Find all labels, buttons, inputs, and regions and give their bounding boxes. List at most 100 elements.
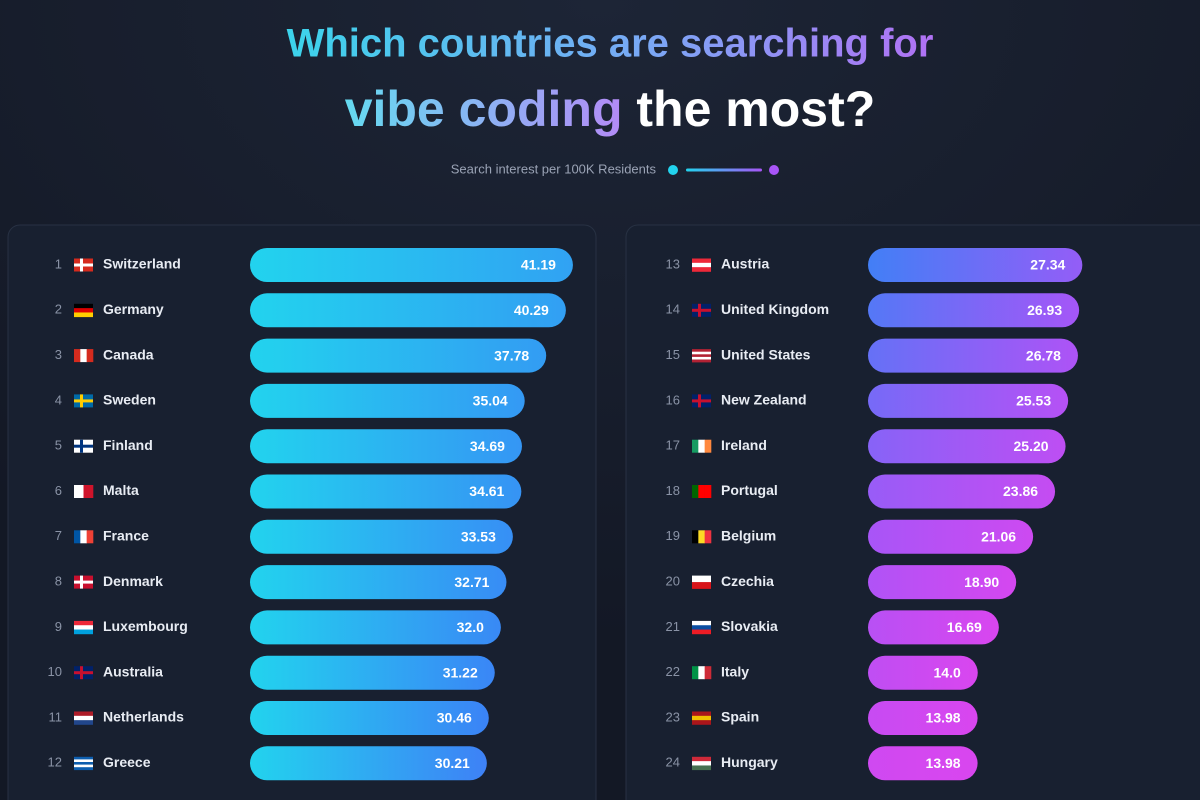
rank: 19 xyxy=(666,528,680,543)
bar xyxy=(868,655,978,690)
rank: 21 xyxy=(666,619,680,634)
value-label: 18.90 xyxy=(964,574,999,590)
country-label: Spain xyxy=(721,709,759,725)
flag xyxy=(74,575,93,589)
rank: 14 xyxy=(666,302,680,317)
rank: 6 xyxy=(55,483,62,498)
value-label: 33.53 xyxy=(461,529,496,545)
rank: 1 xyxy=(55,256,62,271)
bar xyxy=(250,655,495,690)
bar xyxy=(868,338,1078,373)
subtitle: Search interest per 100K Residents xyxy=(451,161,657,176)
flag xyxy=(692,349,711,363)
value-label: 40.29 xyxy=(514,302,549,318)
bar xyxy=(868,383,1069,418)
bar xyxy=(250,248,573,282)
flag xyxy=(692,756,711,771)
value-label: 35.04 xyxy=(473,393,508,409)
rank: 18 xyxy=(666,483,680,498)
country-label: Netherlands xyxy=(103,709,184,725)
flag xyxy=(74,258,93,272)
flag xyxy=(74,620,93,635)
bar xyxy=(868,248,1083,282)
flag xyxy=(74,756,93,771)
title-line: Which countries are searching for xyxy=(287,22,934,66)
bar xyxy=(250,519,513,554)
country-label: Denmark xyxy=(103,573,163,589)
rank: 17 xyxy=(666,438,680,453)
country-label: United States xyxy=(721,346,811,362)
rank: 16 xyxy=(666,392,680,407)
country-label: New Zealand xyxy=(721,392,807,408)
country-label: Australia xyxy=(103,663,163,679)
rank: 2 xyxy=(55,302,62,317)
title-highlight: vibe coding xyxy=(345,81,623,137)
rank: 15 xyxy=(666,347,680,362)
rank: 5 xyxy=(55,438,62,453)
legend-dot xyxy=(769,165,779,175)
value-label: 23.86 xyxy=(1003,483,1038,499)
rank: 3 xyxy=(55,347,62,362)
flag xyxy=(692,485,712,498)
value-label: 25.20 xyxy=(1014,438,1049,454)
country-label: Hungary xyxy=(721,754,778,770)
country-label: Sweden xyxy=(103,392,156,408)
country-label: Canada xyxy=(103,346,154,362)
value-label: 34.61 xyxy=(469,483,504,499)
flag xyxy=(692,303,711,317)
title-line: vibe coding the most? xyxy=(345,81,876,137)
country-label: Italy xyxy=(721,663,749,679)
value-label: 27.34 xyxy=(1030,257,1065,273)
flag xyxy=(692,394,711,408)
country-label: United Kingdom xyxy=(721,301,829,317)
legend-dot xyxy=(668,165,678,175)
value-label: 30.46 xyxy=(437,710,472,726)
value-label: 32.71 xyxy=(454,574,489,590)
value-label: 41.19 xyxy=(521,257,556,273)
value-label: 26.93 xyxy=(1027,302,1062,318)
flag xyxy=(74,666,93,680)
country-label: Portugal xyxy=(721,482,778,498)
country-label: Austria xyxy=(721,256,769,272)
flag xyxy=(74,485,94,498)
flag xyxy=(692,575,711,589)
bar xyxy=(868,610,999,645)
bar xyxy=(868,429,1066,464)
legend-line xyxy=(686,168,762,172)
rank: 8 xyxy=(55,574,62,589)
bar xyxy=(868,474,1056,509)
flag xyxy=(74,394,93,408)
flag xyxy=(74,439,93,453)
country-label: Switzerland xyxy=(103,256,181,272)
rank: 20 xyxy=(666,574,680,589)
rank: 23 xyxy=(666,709,680,724)
country-label: France xyxy=(103,528,149,544)
rank: 22 xyxy=(666,664,680,679)
flag xyxy=(74,349,94,363)
country-label: Finland xyxy=(103,437,153,453)
flag xyxy=(692,666,712,680)
value-label: 13.98 xyxy=(926,710,961,726)
rank: 11 xyxy=(49,709,63,724)
value-label: 30.21 xyxy=(435,755,470,771)
bar xyxy=(250,474,522,509)
country-label: Luxembourg xyxy=(103,618,188,634)
bar xyxy=(250,293,566,328)
rank: 10 xyxy=(48,664,62,679)
flag xyxy=(692,530,712,544)
bar xyxy=(868,701,978,735)
rank: 7 xyxy=(55,528,62,543)
country-label: Slovakia xyxy=(721,618,778,634)
bar xyxy=(250,429,522,464)
rank: 13 xyxy=(666,256,680,271)
country-label: Belgium xyxy=(721,528,776,544)
value-label: 14.0 xyxy=(934,664,961,680)
flag xyxy=(692,711,711,725)
value-label: 32.0 xyxy=(457,619,484,635)
flag xyxy=(692,620,711,635)
value-label: 26.78 xyxy=(1026,347,1061,363)
flag xyxy=(74,303,93,318)
flag xyxy=(74,711,93,725)
